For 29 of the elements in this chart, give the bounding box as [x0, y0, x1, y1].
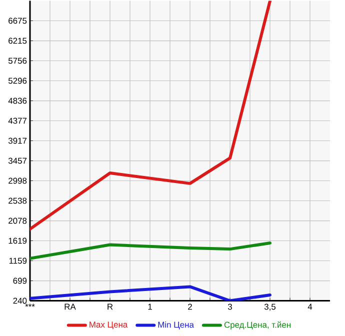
x-tick-label: 1	[148, 304, 152, 310]
y-tick-label: 6215	[8, 38, 27, 44]
y-tick-label: 3457	[8, 158, 27, 164]
y-tick-label: 240	[13, 298, 27, 304]
x-tick-label: 3	[228, 304, 232, 310]
line-series	[30, 285, 272, 301]
line-series	[30, 0, 272, 231]
line-series	[30, 242, 272, 260]
legend-label: Сред.Цена, т.йен	[224, 322, 291, 330]
x-tick-label: R	[108, 304, 113, 310]
y-tick-label: 1619	[8, 238, 27, 244]
y-tick-label: 2538	[8, 198, 27, 204]
y-tick-label: 4377	[8, 118, 27, 124]
x-tick-label: 3,5	[264, 304, 276, 311]
y-tick-label: 5756	[8, 58, 27, 64]
x-tick-label: 4	[308, 304, 312, 310]
y-tick-label: 2078	[8, 218, 27, 224]
y-tick-label: 3917	[8, 138, 27, 144]
y-tick-label: 699	[13, 278, 27, 284]
y-tick-label: 1159	[9, 258, 27, 264]
x-tick-label: ***	[25, 304, 35, 307]
y-tick-label: 4836	[8, 98, 27, 104]
y-tick-label: 6675	[8, 18, 27, 24]
x-tick-label: RA	[64, 304, 76, 310]
y-tick-label: 2998	[8, 178, 27, 184]
legend-label: Max Цена	[90, 322, 128, 330]
x-tick-label: 2	[188, 304, 192, 310]
legend-label: Min Цена	[158, 322, 194, 330]
y-tick-label: 5296	[8, 78, 27, 84]
